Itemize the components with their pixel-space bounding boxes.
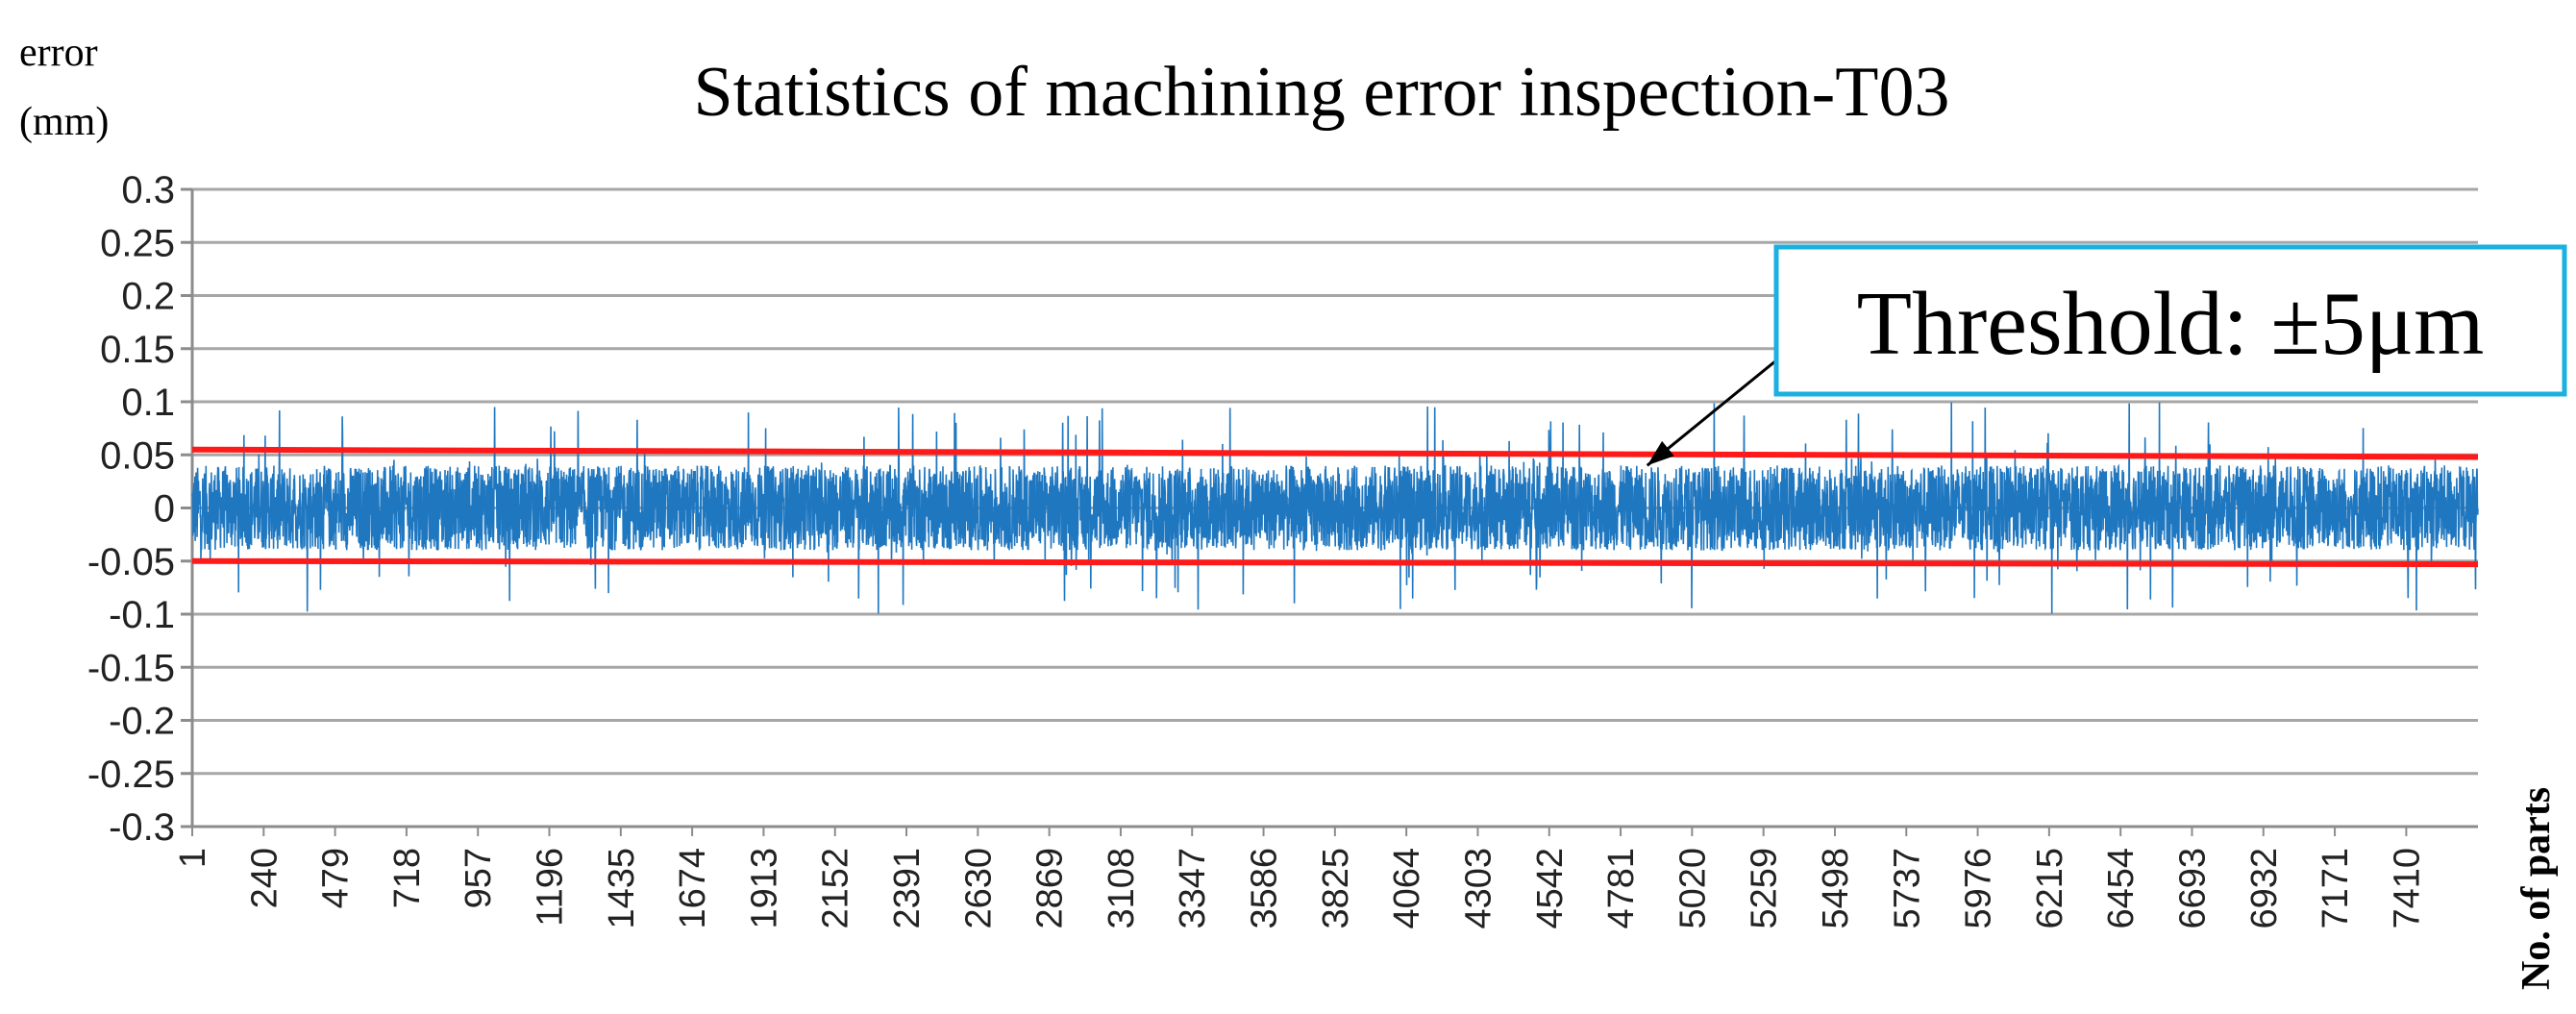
- y-tick-label: 0.25: [100, 222, 175, 264]
- x-tick-labels: 1 240 479 718 957 1196 1435 1674 1913 2152 2391 263…: [173, 827, 2427, 929]
- x-tick-label: 7171: [2316, 848, 2356, 929]
- x-tick-label: 4303: [1458, 848, 1499, 929]
- threshold-line-upper: [191, 446, 2479, 460]
- x-tick-label: 2869: [1030, 848, 1071, 929]
- y-axis-label-line2: (mm): [19, 100, 109, 144]
- y-tick-label: 0.05: [100, 434, 175, 477]
- x-tick-label: 2152: [816, 848, 856, 929]
- x-tick-label: 240: [244, 848, 285, 908]
- y-axis-label-line1: error: [19, 31, 98, 75]
- y-tick-label: -0.05: [87, 541, 175, 583]
- threshold-line-lower: [191, 557, 2479, 568]
- x-tick-label: 5737: [1887, 848, 1927, 929]
- x-tick-label: 2391: [887, 848, 928, 929]
- y-tick-label: 0.15: [100, 329, 175, 371]
- x-tick-label: 6215: [2030, 848, 2070, 929]
- annotation-arrow: [1646, 359, 1777, 467]
- series-error: [191, 402, 2479, 614]
- y-tick-label: 0.2: [121, 276, 175, 318]
- y-tick-label: -0.25: [87, 754, 175, 796]
- y-tick-label: -0.1: [109, 594, 175, 636]
- x-tick-label: 1674: [673, 848, 713, 929]
- x-tick-label: 4542: [1530, 848, 1571, 929]
- x-tick-label: 957: [458, 848, 499, 908]
- chart-title: Statistics of machining error inspection…: [693, 53, 1949, 132]
- y-tick-label: 0.1: [121, 382, 175, 424]
- x-tick-label: 3347: [1173, 848, 1213, 929]
- x-tick-label: 479: [316, 848, 357, 908]
- annotation-box: [1773, 244, 2567, 397]
- x-tick-label: 4781: [1601, 848, 1642, 929]
- y-tick-label: 0.3: [121, 169, 175, 211]
- x-tick-label: 6454: [2101, 848, 2142, 929]
- x-tick-label: 3825: [1316, 848, 1356, 929]
- x-tick-label: 3108: [1102, 848, 1142, 929]
- y-tick-label: 0: [154, 488, 175, 531]
- y-tick-labels: 0.3 0.25 0.2 0.15 0.1 0.05 0 -0.05 -0.1 -0.15 -0.2…: [87, 169, 192, 849]
- x-tick-label: 5498: [1816, 848, 1856, 929]
- y-tick-label: -0.3: [109, 806, 175, 849]
- y-tick-label: -0.15: [87, 647, 175, 689]
- x-axis-label: No. of parts: [2514, 787, 2559, 990]
- y-tick-label: -0.2: [109, 701, 175, 743]
- x-tick-label: 3586: [1245, 848, 1285, 929]
- x-tick-label: 1435: [602, 848, 642, 929]
- threshold-lines: [191, 446, 2479, 568]
- x-tick-label: 1913: [744, 848, 784, 929]
- threshold-annotation: Threshold: ±5μm: [1646, 244, 2567, 467]
- x-tick-label: 1196: [531, 848, 571, 927]
- x-tick-label: 5259: [1745, 848, 1785, 929]
- x-tick-label: 5020: [1672, 848, 1713, 929]
- annotation-text: Threshold: ±5μm: [1857, 274, 2485, 374]
- series-error-line: [191, 402, 2479, 614]
- annotation-arrowhead: [1647, 440, 1674, 466]
- x-tick-label: 6932: [2244, 848, 2285, 929]
- x-tick-label: 2630: [958, 848, 999, 929]
- x-tick-label: 5976: [1959, 848, 1999, 929]
- x-tick-label: 7410: [2387, 848, 2427, 929]
- x-tick-label: 718: [387, 848, 428, 908]
- x-tick-label: 4064: [1387, 848, 1427, 929]
- x-tick-label: 1: [173, 848, 213, 868]
- x-tick-label: 6693: [2172, 848, 2213, 929]
